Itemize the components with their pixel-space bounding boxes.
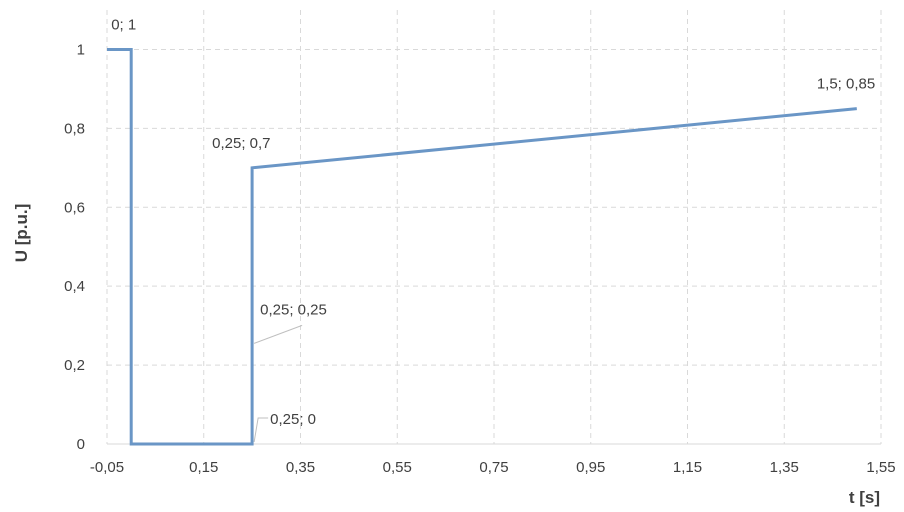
y-tick-label: 0,8 [64,120,85,137]
data-label: 0,25; 0,25 [260,301,327,318]
x-tick-label: 1,15 [673,459,702,476]
leader-lines [253,324,303,443]
y-tick-label: 0,4 [64,278,85,295]
leader-line [253,324,303,344]
x-tick-label: 0,75 [479,459,508,476]
data-label: 0; 1 [111,16,136,33]
series-layer [107,48,857,446]
x-tick-label: -0,05 [90,459,124,476]
leader-line [253,417,269,443]
data-label: 1,5; 0,85 [817,76,875,93]
y-axis-title: U [p.u.] [12,204,31,263]
x-tick-label: 0,35 [286,459,315,476]
x-axis-title: t [s] [849,488,880,507]
x-tick-label: 0,55 [383,459,412,476]
y-axis-ticks: 0 0,2 0,4 0,6 0,8 1 [64,41,85,453]
y-tick-label: 1 [77,41,85,58]
data-label: 0,25; 0,7 [212,135,270,152]
y-tick-label: 0 [77,436,85,453]
x-tick-label: 1,35 [770,459,799,476]
data-label: 0,25; 0 [270,411,316,428]
x-tick-label: 0,95 [576,459,605,476]
y-tick-label: 0,2 [64,357,85,374]
gridlines [106,10,882,444]
x-tick-label: 0,15 [189,459,218,476]
data-labels: 0; 1 0,25; 0,7 0,25; 0,25 0,25; 0 1,5; 0,85 [111,16,875,428]
x-axis-ticks: -0,05 0,15 0,35 0,55 0,75 0,95 1,15 1,35 1,55 [90,459,896,476]
y-tick-label: 0,6 [64,199,85,216]
x-tick-label: 1,55 [866,459,895,476]
series-line [107,48,857,446]
